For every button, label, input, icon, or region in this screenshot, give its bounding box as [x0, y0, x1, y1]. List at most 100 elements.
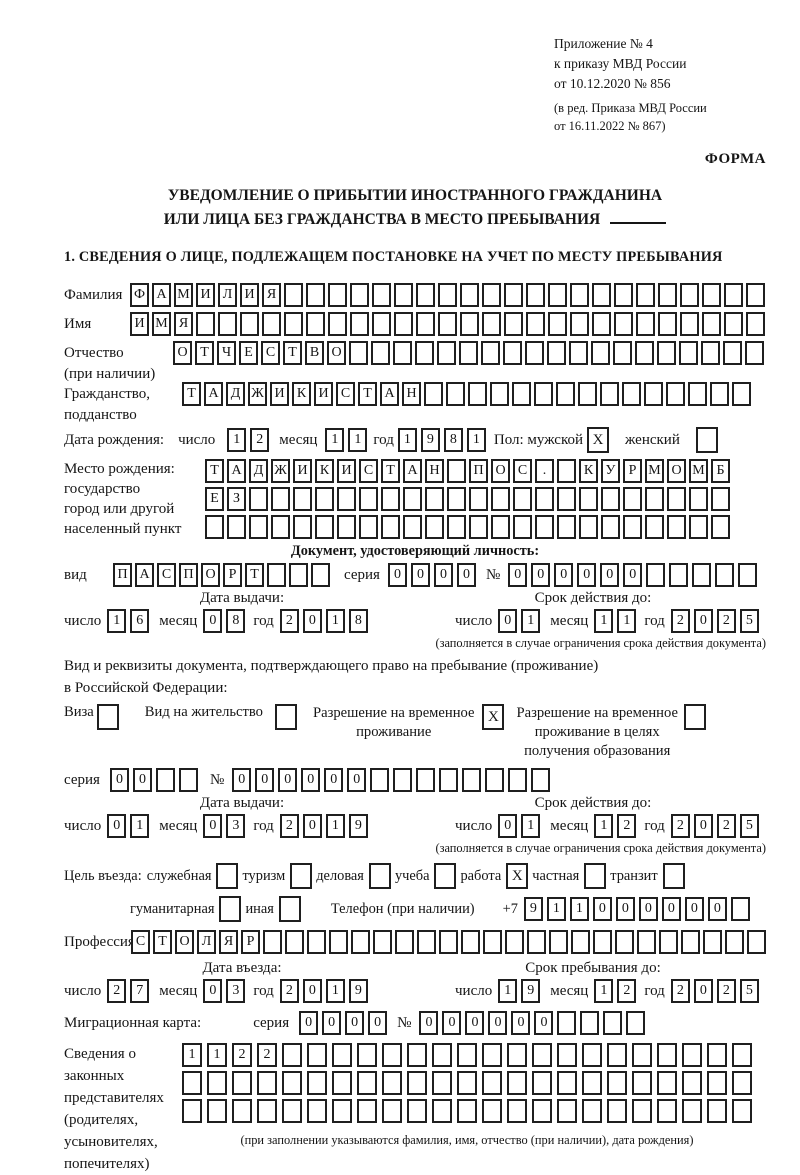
char-box[interactable]	[557, 1043, 577, 1067]
char-box[interactable]	[382, 1043, 402, 1067]
char-box[interactable]: 1	[617, 609, 637, 633]
char-box[interactable]: А	[227, 459, 246, 483]
char-box[interactable]	[513, 487, 532, 511]
char-box[interactable]: 5	[739, 814, 759, 838]
char-box[interactable]	[216, 863, 239, 889]
char-box[interactable]	[439, 930, 458, 954]
char-box[interactable]: Д	[249, 459, 268, 483]
char-box[interactable]: Ж	[248, 382, 267, 406]
char-box[interactable]	[711, 487, 730, 511]
char-box[interactable]: 2	[617, 979, 637, 1003]
char-box[interactable]: Д	[226, 382, 245, 406]
char-box[interactable]	[432, 1043, 452, 1067]
char-box[interactable]: 0	[508, 563, 528, 587]
char-box[interactable]	[688, 382, 707, 406]
char-box[interactable]: Т	[195, 341, 214, 365]
char-box[interactable]: 1	[594, 979, 614, 1003]
char-box[interactable]	[591, 341, 610, 365]
char-box[interactable]	[381, 487, 400, 511]
char-box[interactable]	[645, 487, 664, 511]
char-box[interactable]: И	[130, 312, 149, 336]
char-box[interactable]: 0	[623, 563, 643, 587]
char-box[interactable]: 0	[419, 1011, 439, 1035]
char-box[interactable]	[372, 283, 391, 307]
char-box[interactable]	[683, 704, 706, 730]
char-box[interactable]: Т	[245, 563, 264, 587]
char-box[interactable]: 0	[592, 897, 612, 921]
char-box[interactable]: 2	[279, 979, 299, 1003]
char-box[interactable]: 2	[670, 609, 690, 633]
char-box[interactable]	[437, 341, 456, 365]
char-box[interactable]	[532, 1099, 552, 1123]
char-box[interactable]	[745, 341, 764, 365]
purpose-work-checkbox[interactable]: X	[506, 863, 529, 889]
char-box[interactable]	[732, 1099, 752, 1123]
purpose-other-checkbox[interactable]	[278, 896, 301, 922]
char-box[interactable]: Я	[262, 283, 281, 307]
char-box[interactable]	[271, 515, 290, 539]
char-box[interactable]	[662, 863, 685, 889]
char-box[interactable]	[249, 515, 268, 539]
char-box[interactable]: 0	[107, 814, 127, 838]
char-box[interactable]	[607, 1099, 627, 1123]
char-box[interactable]: 1	[594, 609, 614, 633]
char-box[interactable]	[657, 341, 676, 365]
char-box[interactable]	[505, 930, 524, 954]
char-box[interactable]	[695, 427, 718, 453]
char-box[interactable]: 1	[546, 897, 566, 921]
char-box[interactable]	[504, 312, 523, 336]
char-box[interactable]	[350, 283, 369, 307]
char-box[interactable]: X	[482, 704, 505, 730]
char-box[interactable]	[490, 382, 509, 406]
char-box[interactable]	[155, 768, 175, 792]
char-box[interactable]	[394, 312, 413, 336]
char-box[interactable]	[582, 1043, 602, 1067]
char-box[interactable]	[482, 283, 501, 307]
char-box[interactable]: 1	[521, 814, 541, 838]
char-box[interactable]	[482, 1099, 502, 1123]
char-box[interactable]	[332, 1043, 352, 1067]
char-box[interactable]	[278, 896, 301, 922]
char-box[interactable]: О	[327, 341, 346, 365]
char-box[interactable]	[350, 312, 369, 336]
char-box[interactable]	[689, 515, 708, 539]
char-box[interactable]	[329, 930, 348, 954]
char-box[interactable]: 0	[511, 1011, 531, 1035]
visa-checkbox[interactable]	[96, 704, 119, 730]
char-box[interactable]: 0	[203, 609, 223, 633]
char-box[interactable]: М	[152, 312, 171, 336]
char-box[interactable]	[307, 1099, 327, 1123]
char-box[interactable]: И	[293, 459, 312, 483]
char-box[interactable]	[207, 1071, 227, 1095]
char-box[interactable]: 3	[226, 814, 246, 838]
char-box[interactable]	[357, 1043, 377, 1067]
char-box[interactable]: 0	[465, 1011, 485, 1035]
char-box[interactable]: 1	[348, 428, 368, 452]
char-box[interactable]: П	[113, 563, 132, 587]
char-box[interactable]	[482, 312, 501, 336]
char-box[interactable]: М	[645, 459, 664, 483]
char-box[interactable]	[482, 1043, 502, 1067]
char-box[interactable]: П	[469, 459, 488, 483]
char-box[interactable]: 2	[716, 609, 736, 633]
char-box[interactable]: 8	[348, 609, 368, 633]
char-box[interactable]: 0	[456, 563, 476, 587]
char-box[interactable]: С	[336, 382, 355, 406]
char-box[interactable]: И	[270, 382, 289, 406]
char-box[interactable]	[457, 1099, 477, 1123]
char-box[interactable]: 0	[347, 768, 367, 792]
char-box[interactable]	[315, 515, 334, 539]
char-box[interactable]	[446, 382, 465, 406]
char-box[interactable]	[381, 515, 400, 539]
purpose-official-checkbox[interactable]	[216, 863, 239, 889]
